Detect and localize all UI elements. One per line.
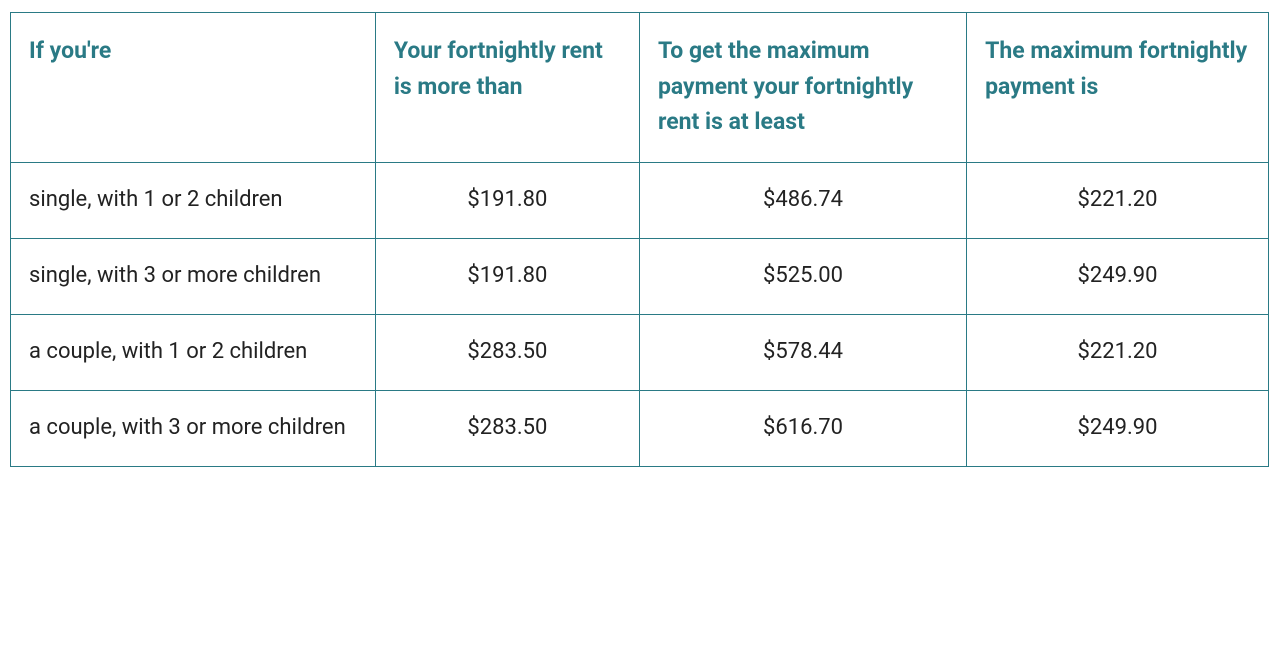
cell-max-payment: $221.20 bbox=[967, 162, 1269, 238]
col-header-situation: If you're bbox=[11, 13, 376, 163]
cell-max-payment: $249.90 bbox=[967, 238, 1269, 314]
cell-rent-more: $191.80 bbox=[375, 238, 639, 314]
table-row: single, with 1 or 2 children $191.80 $48… bbox=[11, 162, 1269, 238]
col-header-rent-atleast: To get the maximum payment your fortnigh… bbox=[639, 13, 966, 163]
col-header-rent-more: Your fortnightly rent is more than bbox=[375, 13, 639, 163]
cell-situation: single, with 1 or 2 children bbox=[11, 162, 376, 238]
cell-rent-atleast: $525.00 bbox=[639, 238, 966, 314]
cell-rent-more: $283.50 bbox=[375, 314, 639, 390]
cell-situation: a couple, with 3 or more children bbox=[11, 390, 376, 466]
cell-rent-more: $283.50 bbox=[375, 390, 639, 466]
table-header-row: If you're Your fortnightly rent is more … bbox=[11, 13, 1269, 163]
cell-max-payment: $249.90 bbox=[967, 390, 1269, 466]
cell-rent-atleast: $578.44 bbox=[639, 314, 966, 390]
table-row: a couple, with 3 or more children $283.5… bbox=[11, 390, 1269, 466]
table-row: single, with 3 or more children $191.80 … bbox=[11, 238, 1269, 314]
col-header-max-payment: The maximum fortnightly payment is bbox=[967, 13, 1269, 163]
cell-rent-more: $191.80 bbox=[375, 162, 639, 238]
cell-max-payment: $221.20 bbox=[967, 314, 1269, 390]
table-row: a couple, with 1 or 2 children $283.50 $… bbox=[11, 314, 1269, 390]
cell-situation: a couple, with 1 or 2 children bbox=[11, 314, 376, 390]
rent-assistance-table: If you're Your fortnightly rent is more … bbox=[10, 12, 1269, 467]
cell-rent-atleast: $616.70 bbox=[639, 390, 966, 466]
cell-rent-atleast: $486.74 bbox=[639, 162, 966, 238]
cell-situation: single, with 3 or more children bbox=[11, 238, 376, 314]
